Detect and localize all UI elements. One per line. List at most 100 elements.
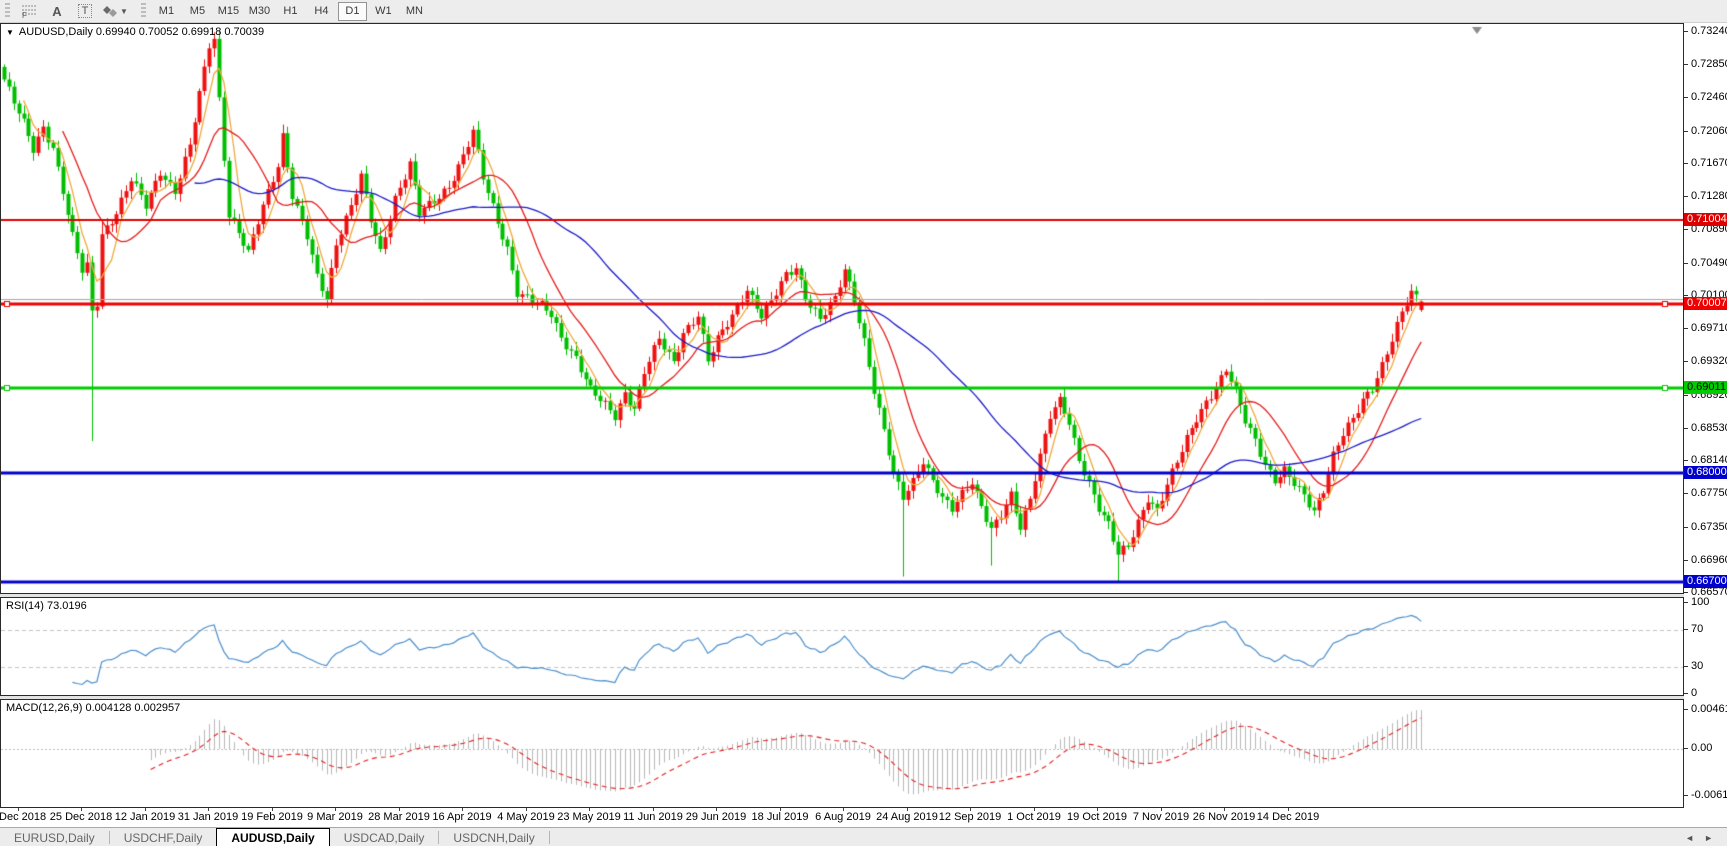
macd-canvas[interactable] [1, 700, 1683, 807]
toolbar-grip-2[interactable] [140, 3, 146, 19]
date-tick-mark [335, 808, 336, 811]
rsi-pane: RSI(14) 73.0196 [0, 597, 1684, 696]
toolbar: F A T ▼ M1 M5 M15 M30 H1 H4 D1 W1 MN [0, 0, 1727, 23]
price-axis[interactable]: 0.73240 0.72850 0.72460 0.72060 0.71670 0.712… [1684, 23, 1727, 808]
axis-tick-mark [1684, 460, 1688, 461]
hline-price-tag: 0.68000 [1684, 466, 1727, 479]
timeframe-button-m1[interactable]: M1 [158, 5, 175, 17]
axis-tick-mark [1684, 428, 1688, 429]
main-chart-pane: ▼ AUDUSD,Daily 0.69940 0.70052 0.69918 0… [0, 23, 1684, 594]
chart-tab-usdchf[interactable]: USDCHF,Daily [123, 830, 203, 845]
date-tick-mark [1224, 808, 1225, 811]
date-label: 24 Aug 2019 [876, 811, 938, 823]
axis-tick-mark [1684, 709, 1688, 710]
tab-separator [108, 831, 110, 844]
price-tick: 0.71670 [1691, 157, 1727, 169]
tab-scroll-right-icon[interactable]: ► [1704, 832, 1713, 843]
axis-tick-mark [1684, 493, 1688, 494]
chart-title: ▼ AUDUSD,Daily 0.69940 0.70052 0.69918 0… [6, 26, 264, 38]
price-tick: 0.68140 [1691, 454, 1727, 466]
timeframe-button-m5[interactable]: M5 [189, 5, 206, 17]
chart-tab-audusd[interactable]: AUDUSD,Daily [216, 828, 330, 846]
chart-tab-usdcad[interactable]: USDCAD,Daily [343, 830, 425, 845]
rsi-canvas[interactable] [1, 598, 1683, 695]
date-tick-mark [1161, 808, 1162, 811]
chart-title-text: AUDUSD,Daily 0.69940 0.70052 0.69918 0.7… [18, 26, 265, 38]
date-label: 1 Oct 2019 [1007, 811, 1061, 823]
rsi-label: RSI(14) 73.0196 [6, 600, 87, 612]
price-tick: 0.67750 [1691, 487, 1727, 499]
pane-splitter-2[interactable] [0, 696, 1727, 699]
collapse-chart-icon[interactable]: ▼ [6, 27, 14, 37]
macd-pane: MACD(12,26,9) 0.004128 0.002957 [0, 699, 1684, 808]
price-tick: 0.66570 [1691, 586, 1727, 598]
date-tick-mark [399, 808, 400, 811]
timeframe-button-d1[interactable]: D1 [337, 1, 367, 21]
axis-tick-mark [1684, 97, 1688, 98]
price-tick: 0.72060 [1691, 125, 1727, 137]
date-label: 31 Jan 2019 [177, 811, 239, 823]
text-box-button[interactable]: T [73, 1, 97, 21]
price-tick: 0.70890 [1691, 223, 1727, 235]
chart-tab-eurusd[interactable]: EURUSD,Daily [14, 830, 95, 845]
date-tick-mark [907, 808, 908, 811]
date-tick-mark [18, 808, 19, 811]
timeframe-button-h1[interactable]: H1 [283, 5, 298, 17]
axis-tick-mark [1684, 795, 1688, 796]
chart-tab-usdcnh[interactable]: USDCNH,Daily [453, 830, 535, 845]
hline-price-tag: 0.70007 [1684, 297, 1727, 310]
axis-tick-mark [1684, 263, 1688, 264]
price-tick: 0.69320 [1691, 355, 1727, 367]
date-label: 23 May 2019 [557, 811, 621, 823]
axis-tick-mark [1684, 31, 1688, 32]
timeframe-button-m30[interactable]: M30 [248, 5, 271, 17]
hline-price-tag: 0.71004 [1684, 213, 1727, 226]
axis-tick-mark [1684, 131, 1688, 132]
axis-tick-mark [1684, 395, 1688, 396]
svg-text:F: F [22, 11, 27, 18]
date-label: 6 Aug 2019 [815, 811, 871, 823]
timeframe-button-h4[interactable]: H4 [314, 5, 329, 17]
date-label: 6 Dec 2018 [0, 811, 47, 823]
pane-splitter-1[interactable] [0, 594, 1727, 597]
macd-tick: 0.00 [1691, 742, 1713, 754]
date-label: 25 Dec 2018 [49, 811, 113, 823]
axis-tick-mark [1684, 748, 1688, 749]
date-tick-mark [780, 808, 781, 811]
price-tick: 0.72850 [1691, 58, 1727, 70]
rsi-tick: 100 [1691, 596, 1710, 608]
date-label: 19 Oct 2019 [1067, 811, 1127, 823]
timeframe-button-mn[interactable]: MN [405, 5, 423, 17]
tab-scroll-left-icon[interactable]: ◄ [1685, 832, 1695, 843]
hline-price-tag: 0.69011 [1684, 381, 1727, 394]
text-label-icon: A [52, 3, 62, 19]
text-box-icon: T [77, 4, 93, 18]
rsi-tick: 0 [1691, 687, 1698, 699]
date-tick-mark [526, 808, 527, 811]
axis-tick-mark [1684, 560, 1688, 561]
axis-tick-mark [1684, 64, 1688, 65]
date-tick-mark [970, 808, 971, 811]
macd-tick: -0.006126 [1691, 789, 1727, 801]
axis-tick-mark [1684, 592, 1688, 593]
macd-tick: 0.004616 [1691, 703, 1727, 715]
text-label-button[interactable]: A [45, 1, 69, 21]
toolbar-grip[interactable] [5, 3, 10, 19]
date-label: 11 Jun 2019 [623, 811, 683, 823]
axis-tick-mark [1684, 361, 1688, 362]
date-label: 16 Apr 2019 [432, 811, 492, 823]
date-label: 7 Nov 2019 [1132, 811, 1190, 823]
date-label: 28 Mar 2019 [368, 811, 430, 823]
tab-separator [548, 831, 550, 844]
tab-separator [438, 831, 440, 844]
date-label: 9 Mar 2019 [307, 811, 363, 823]
fibonacci-retracement-button[interactable]: F [17, 1, 41, 21]
main-chart-canvas[interactable] [1, 24, 1683, 593]
date-label: 26 Nov 2019 [1192, 811, 1256, 823]
timeframe-button-m15[interactable]: M15 [217, 5, 240, 17]
arrow-tools-button[interactable]: ▼ [101, 1, 129, 21]
timeframe-button-w1[interactable]: W1 [375, 5, 392, 17]
date-tick-mark [589, 808, 590, 811]
